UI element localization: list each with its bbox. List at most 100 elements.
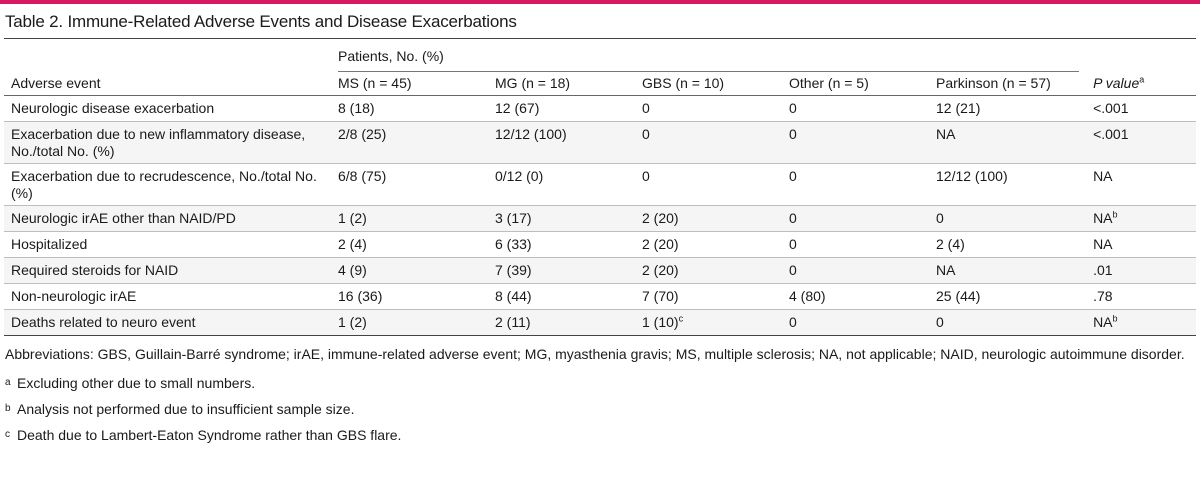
pvalue-label: P value — [1093, 75, 1140, 91]
table-row: Neurologic disease exacerbation 8 (18) 12 … — [4, 96, 1197, 122]
pvalue-cell: NAb — [1086, 309, 1197, 335]
cell-value: NA — [936, 262, 956, 278]
table-body: Neurologic disease exacerbation 8 (18) 12 … — [4, 96, 1197, 335]
table-row: Required steroids for NAID 4 (9) 7 (39) 2 (… — [4, 257, 1197, 284]
group-header: Patients, No. (%) — [331, 39, 1086, 72]
cell-value: 2 (11) — [495, 314, 531, 330]
pvalue-cell: NA — [1086, 232, 1196, 258]
col-header-parkinson: Parkinson (n = 57) — [929, 72, 1087, 96]
table-title: Table 2. Immune-Related Adverse Events a… — [5, 12, 517, 31]
pvalue-footnote-mark: b — [1112, 209, 1118, 220]
table-cell: 0/12 (0) — [488, 164, 635, 206]
cell-footnote-mark: c — [678, 313, 684, 324]
table-cell: 12/12 (100) — [488, 121, 635, 164]
table-cell: 0 — [782, 121, 929, 164]
footnote-c: c Death due to Lambert-Eaton Syndrome rat… — [5, 425, 1195, 445]
table-cell: 12 (21) — [929, 96, 1086, 122]
header-group-row: Patients, No. (%) — [4, 39, 1196, 72]
pvalue-cell: <.001 — [1086, 121, 1197, 164]
accent-rule — [0, 0, 1200, 4]
cell-value: 0 — [936, 210, 944, 226]
table-cell: 3 (17) — [488, 205, 635, 232]
footnote-text: Analysis not performed due to insufficie… — [17, 401, 355, 417]
cell-value: 12/12 (100) — [936, 168, 1008, 184]
row-label: Hospitalized — [11, 236, 88, 252]
cell-value: 12/12 (100) — [495, 126, 567, 142]
table-cell: 2 (4) — [331, 232, 488, 258]
table-cell: 4 (9) — [331, 257, 488, 284]
cell-value: 4 (9) — [338, 262, 367, 278]
table-row: Exacerbation due to recrudescence, No./t… — [4, 164, 1197, 206]
group-header-label: Patients, No. (%) — [338, 48, 444, 64]
cell-value: 6 (33) — [495, 236, 532, 252]
pvalue-value: .78 — [1093, 288, 1113, 304]
header-spacer — [4, 39, 331, 72]
cell-value: 2 (20) — [642, 262, 679, 278]
header-spacer-right — [1086, 39, 1196, 72]
pvalue-value: NA — [1093, 168, 1113, 184]
pvalue-value: NA — [1093, 236, 1113, 252]
footnote-b: b Analysis not performed due to insuffici… — [5, 399, 1195, 419]
cell-value: 12 (21) — [936, 100, 981, 116]
col-header-adverse-event: Adverse event — [4, 72, 331, 96]
row-label: Exacerbation due to new inflammatory dis… — [4, 121, 331, 164]
pvalue-cell: <.001 — [1086, 96, 1196, 122]
table-cell: 7 (39) — [488, 257, 635, 284]
cell-value: 0 — [789, 168, 797, 184]
table-cell: 4 (80) — [782, 284, 929, 310]
table-cell: 0 — [782, 96, 929, 122]
table-row: Exacerbation due to new inflammatory dis… — [4, 121, 1197, 164]
table-cell: NA — [929, 257, 1087, 284]
table-cell: 8 (18) — [331, 96, 488, 122]
table-cell: 12 (67) — [488, 96, 635, 122]
footnote-a: a Excluding other due to small numbers. — [5, 373, 1195, 393]
table-cell: 0 — [929, 309, 1087, 335]
table-cell: 8 (44) — [488, 284, 635, 310]
footnote-mark: a — [5, 377, 11, 388]
col-header-ms: MS (n = 45) — [331, 72, 488, 96]
abbreviations-note: Abbreviations: GBS, Guillain-Barré syndr… — [5, 346, 1185, 362]
table-cell: NA — [929, 121, 1087, 164]
cell-value: 3 (17) — [495, 210, 532, 226]
pvalue-cell: NA — [1086, 164, 1196, 206]
table-cell: 2 (20) — [635, 257, 782, 284]
table-cell: 2 (4) — [929, 232, 1086, 258]
table-cell: 2/8 (25) — [331, 121, 488, 164]
cell-value: 1 (2) — [338, 314, 367, 330]
cell-value: 1 (10) — [642, 314, 679, 330]
table-cell: 0 — [635, 121, 782, 164]
footnote-text: Death due to Lambert-Eaton Syndrome rath… — [17, 427, 402, 443]
table-cell: 1 (2) — [331, 205, 488, 232]
cell-value: 4 (80) — [789, 288, 826, 304]
cell-value: 8 (18) — [338, 100, 375, 116]
table-cell: 0 — [635, 164, 782, 206]
cell-value: 0 — [789, 236, 797, 252]
table-cell: 16 (36) — [331, 284, 488, 310]
row-label: Exacerbation due to recrudescence, No./t… — [11, 168, 317, 201]
table-cell: 2 (20) — [635, 232, 782, 258]
cell-value: 16 (36) — [338, 288, 383, 304]
cell-value: 8 (44) — [495, 288, 532, 304]
pvalue-value: NA — [1093, 210, 1113, 226]
table-row: Non-neurologic irAE 16 (36) 8 (44) 7 (70) 4 … — [4, 284, 1197, 310]
row-label: Non-neurologic irAE — [11, 288, 137, 304]
cell-value: 2 (4) — [936, 236, 965, 252]
cell-value: 0 — [642, 168, 650, 184]
table-cell: 25 (44) — [929, 284, 1086, 310]
cell-value: 1 (2) — [338, 210, 367, 226]
cell-value: 0 — [789, 262, 797, 278]
col-header-mg: MG (n = 18) — [488, 72, 635, 96]
pvalue-cell: NAb — [1086, 205, 1197, 232]
table-cell: 2 (11) — [488, 309, 635, 335]
table-cell: 2 (20) — [635, 205, 782, 232]
table-cell: 6 (33) — [488, 232, 635, 258]
table-row: Neurologic irAE other than NAID/PD 1 (2) 3… — [4, 205, 1197, 232]
footnotes: Abbreviations: GBS, Guillain-Barré syndr… — [0, 336, 1200, 445]
table-cell: 0 — [782, 232, 929, 258]
table-cell: 0 — [929, 205, 1087, 232]
cell-value: 0 — [789, 314, 797, 330]
row-label: Deaths related to neuro event — [4, 309, 331, 335]
col-header-gbs: GBS (n = 10) — [635, 72, 782, 96]
table-cell: 0 — [635, 96, 782, 122]
